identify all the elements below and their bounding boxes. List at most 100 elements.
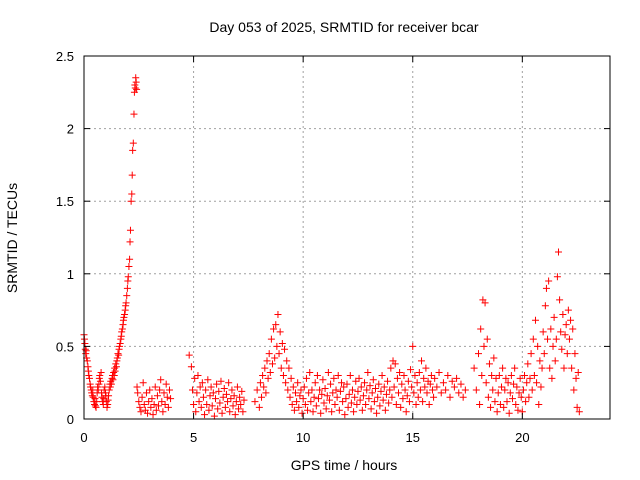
data-point	[358, 406, 366, 414]
data-point	[201, 411, 209, 419]
data-point	[574, 369, 582, 377]
data-point	[253, 386, 261, 394]
data-point	[261, 364, 269, 372]
data-point	[276, 328, 284, 336]
data-point	[375, 380, 383, 388]
data-point	[356, 396, 364, 404]
data-point	[195, 398, 203, 406]
data-point	[478, 371, 486, 379]
data-point	[102, 398, 110, 406]
data-point	[138, 393, 146, 401]
data-point	[561, 331, 569, 339]
data-point	[384, 377, 392, 385]
data-point	[103, 403, 111, 411]
data-point	[448, 377, 456, 385]
x-tick-label: 5	[190, 430, 197, 445]
data-point	[159, 408, 167, 416]
data-point	[296, 392, 304, 400]
data-point	[323, 392, 331, 400]
data-point	[125, 263, 133, 271]
data-point	[525, 393, 533, 401]
data-point	[273, 342, 281, 350]
data-point	[122, 299, 130, 307]
data-point	[235, 405, 243, 413]
data-point	[282, 379, 290, 387]
data-point	[263, 357, 271, 365]
data-point	[121, 310, 129, 318]
data-point	[558, 345, 566, 353]
data-point	[107, 380, 115, 388]
data-point	[484, 393, 492, 401]
data-point	[205, 406, 213, 414]
data-point	[368, 389, 376, 397]
data-point	[164, 403, 172, 411]
data-point	[190, 400, 198, 408]
data-point	[146, 386, 154, 394]
data-point	[534, 342, 542, 350]
data-point	[267, 335, 275, 343]
y-axis-label: SRMTID / TECUs	[4, 183, 20, 293]
data-point	[268, 360, 276, 368]
data-point	[428, 386, 436, 394]
data-point	[204, 376, 212, 384]
y-tick-label: 2.5	[56, 49, 74, 64]
data-point	[539, 328, 547, 336]
data-point	[536, 357, 544, 365]
data-point	[116, 339, 124, 347]
data-point	[481, 299, 489, 307]
data-point	[494, 389, 502, 397]
data-point	[221, 403, 229, 411]
data-point	[545, 277, 553, 285]
data-point	[110, 371, 118, 379]
data-point	[333, 393, 341, 401]
data-point	[266, 369, 274, 377]
data-point	[217, 377, 225, 385]
data-point	[213, 380, 221, 388]
data-point	[342, 395, 350, 403]
data-point	[431, 374, 439, 382]
y-tick-label: 0.5	[56, 339, 74, 354]
data-point	[208, 402, 216, 410]
data-point	[92, 403, 100, 411]
data-point	[370, 398, 378, 406]
data-point	[127, 197, 135, 205]
data-point	[202, 386, 210, 394]
data-point	[562, 321, 570, 329]
data-point	[89, 393, 97, 401]
data-point	[162, 380, 170, 388]
data-point	[410, 389, 418, 397]
data-point	[533, 379, 541, 387]
data-point	[496, 400, 504, 408]
tick-labels: 0 5 10 15 20 0 0.5 1 1.5 2 2.5	[56, 49, 530, 445]
data-point	[194, 371, 202, 379]
data-point	[350, 408, 358, 416]
data-point	[230, 392, 238, 400]
data-point	[137, 408, 145, 416]
data-point	[538, 364, 546, 372]
data-point	[530, 371, 538, 379]
data-point	[423, 389, 431, 397]
data-point	[567, 316, 575, 324]
data-point	[85, 374, 93, 382]
data-point	[524, 360, 532, 368]
data-point	[220, 385, 228, 393]
data-point	[528, 386, 536, 394]
data-point	[233, 383, 241, 391]
data-point	[124, 273, 132, 281]
data-point	[371, 385, 379, 393]
data-point	[361, 379, 369, 387]
data-point	[500, 403, 508, 411]
data-point	[272, 321, 280, 329]
data-point	[207, 383, 215, 391]
data-point	[129, 139, 137, 147]
data-point	[398, 380, 406, 388]
data-point	[300, 383, 308, 391]
data-point	[237, 400, 245, 408]
data-point	[165, 386, 173, 394]
data-point	[537, 383, 545, 391]
data-point	[354, 387, 362, 395]
data-point	[334, 371, 342, 379]
data-point	[150, 400, 158, 408]
data-point	[313, 371, 321, 379]
